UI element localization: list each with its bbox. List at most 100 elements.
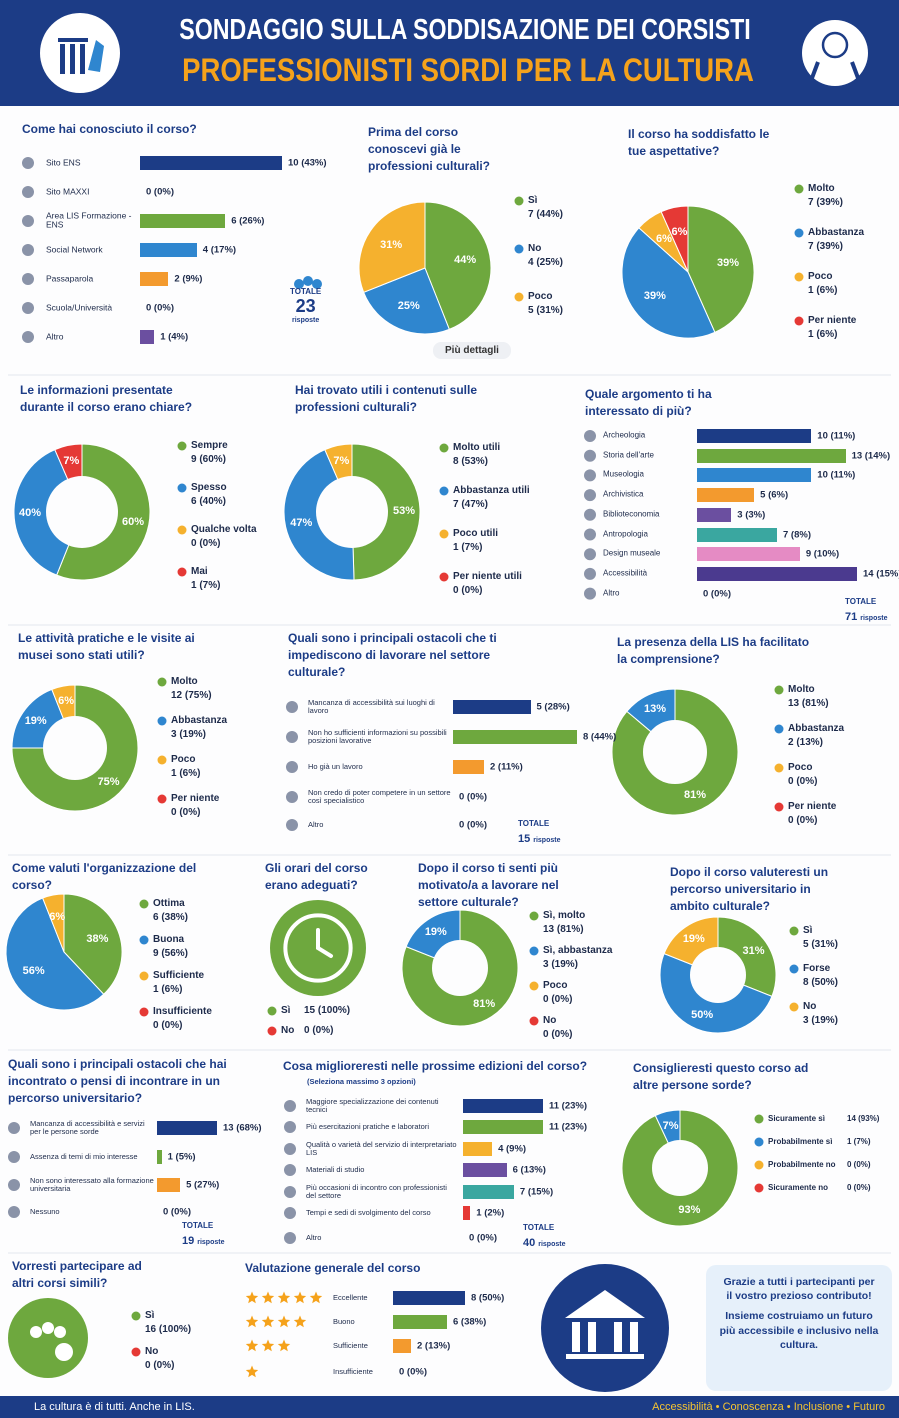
- bar: [157, 1121, 217, 1135]
- slice: [424, 201, 492, 331]
- legend-swatch: [789, 926, 799, 936]
- category-icon: [284, 1100, 296, 1112]
- total-value: 40: [523, 1236, 536, 1249]
- value-label: 0 (0%): [146, 302, 174, 314]
- value-label: 9 (10%): [805, 548, 840, 560]
- legend-swatch: [529, 911, 539, 921]
- total-block: TOTALE 71 risposte: [845, 597, 887, 624]
- total-line: 40 risposte: [523, 1233, 565, 1251]
- clock-hands: [316, 928, 333, 958]
- legend-value: 7 (39%): [808, 197, 844, 208]
- legend-label: Poco utili: [453, 528, 498, 539]
- value-label: 1 (5%): [167, 1151, 196, 1163]
- total-label: TOTALE: [518, 819, 550, 828]
- legend-label: No: [803, 1001, 817, 1012]
- legend-value: 7 (47%): [453, 499, 489, 510]
- slice-label: 19%: [24, 715, 47, 728]
- emblem-roof: [565, 1290, 645, 1318]
- legend-value: 0 (0%): [543, 994, 573, 1005]
- dividers: [8, 374, 891, 1254]
- star-icon: [245, 1315, 259, 1328]
- header-title: SONDAGGIO SULLA SODDISAZIONE DEI CORSIST…: [179, 14, 751, 46]
- bar: [140, 272, 169, 286]
- details-button[interactable]: Più dettagli: [433, 342, 511, 359]
- legend-swatch: [514, 292, 524, 302]
- legend-label: Sicuramente no: [768, 1183, 829, 1192]
- slice-label: 81%: [683, 789, 706, 802]
- bar: [453, 730, 577, 744]
- logo-shape: [60, 44, 65, 74]
- total-value: 15: [518, 832, 531, 845]
- plus-icon: [55, 1343, 73, 1361]
- total-unit: risposte: [197, 1238, 225, 1246]
- legend-swatch: [157, 677, 167, 687]
- bar: [463, 1163, 507, 1177]
- chart-subtitle: (Seleziona massimo 3 opzioni): [307, 1077, 416, 1086]
- value-label: 13 (14%): [851, 450, 891, 462]
- people-icon: [42, 1322, 54, 1334]
- star-icon: [261, 1291, 275, 1304]
- legend-label: Ottima: [153, 898, 185, 909]
- value-label: 2 (11%): [490, 761, 523, 773]
- legend-swatch: [794, 184, 804, 194]
- category-icon: [22, 273, 34, 285]
- legend-value: 6 (38%): [153, 912, 189, 923]
- legend-swatch: [794, 228, 804, 238]
- legend-value: 1 (6%): [171, 768, 201, 779]
- legend-label: Sì, molto: [543, 910, 586, 921]
- legend-value: 13 (81%): [788, 698, 829, 709]
- star-icon: [261, 1339, 275, 1352]
- legend-value: 1 (7%): [191, 580, 221, 591]
- legend-value: 1 (7%): [453, 542, 483, 553]
- bar: [463, 1206, 471, 1220]
- legend-swatch: [439, 486, 449, 496]
- category-icon: [584, 528, 596, 541]
- slice-label: 6%: [655, 232, 672, 245]
- legend-label: Sì: [145, 1310, 155, 1321]
- category-icon: [284, 1232, 296, 1244]
- bar: [697, 468, 812, 483]
- bar: [463, 1099, 543, 1113]
- bar: [157, 1178, 181, 1192]
- category-label: Più esercitazioni pratiche e laboratori: [306, 1121, 429, 1131]
- bar: [697, 566, 857, 581]
- total-unit: risposte: [533, 836, 561, 844]
- donut-hole: [43, 716, 107, 780]
- chart-title: Cosa miglioreresti nelle prossime edizio…: [283, 1059, 588, 1073]
- logo-shape: [58, 38, 88, 42]
- legend-value: 6 (40%): [191, 496, 227, 507]
- legend-swatch: [177, 567, 187, 577]
- category-icon: [286, 819, 298, 831]
- donut-hole: [432, 940, 488, 996]
- category-label: Non credo di poter competere in un setto…: [308, 787, 451, 805]
- people-icon: [54, 1326, 66, 1338]
- slice-label: 50%: [691, 1008, 714, 1021]
- bar: [393, 1315, 447, 1329]
- slice-label: 7%: [333, 455, 350, 468]
- category-label: Non sono interessato alla formazione uni…: [30, 1175, 154, 1193]
- star-icon: [309, 1291, 323, 1304]
- footer-right: Accessibilità • Conoscenza • Inclusione …: [652, 1401, 885, 1413]
- legend-swatch: [789, 1002, 799, 1012]
- slice-label: 56%: [22, 965, 45, 978]
- value-label: 8 (50%): [471, 1292, 505, 1304]
- chart-title: Quali sono i principali ostacoli che hai…: [8, 1057, 227, 1105]
- legend-swatch: [439, 529, 449, 539]
- legend-value: 14 (93%): [847, 1114, 880, 1123]
- legend-swatch: [177, 441, 187, 451]
- legend-label: Spesso: [191, 482, 227, 493]
- legend-value: 0 (0%): [145, 1360, 175, 1371]
- category-icon: [22, 331, 34, 343]
- legend-label: Insufficiente: [153, 1006, 212, 1017]
- value-label: 4 (17%): [202, 244, 237, 256]
- legend-label: No: [528, 243, 542, 254]
- header-subtitle: PROFESSIONISTI SORDI PER LA CULTURA: [182, 52, 754, 88]
- value-label: 0 (0%): [459, 819, 487, 831]
- slice-label: 13%: [643, 702, 667, 715]
- value-label: 10 (43%): [288, 157, 327, 169]
- value-label: 0 (0%): [399, 1366, 427, 1378]
- category-icon: [22, 302, 34, 314]
- chart-title: Come valuti l'organizzazione del corso?: [12, 861, 197, 892]
- people-icon: [294, 279, 304, 289]
